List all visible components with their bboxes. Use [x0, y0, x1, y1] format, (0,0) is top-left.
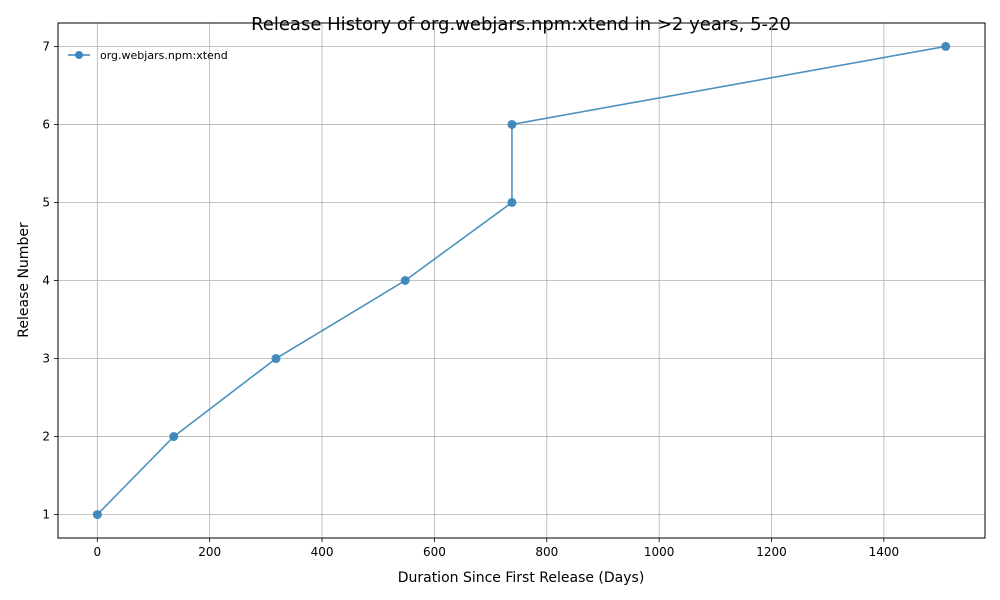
y-tick-label: 4	[42, 274, 50, 288]
y-tick-label: 6	[42, 117, 50, 131]
data-point	[941, 41, 951, 51]
y-tick-label: 2	[42, 430, 50, 444]
x-tick-label: 0	[94, 545, 102, 559]
data-point	[92, 510, 102, 520]
x-tick-label: 400	[311, 545, 334, 559]
chart-title: Release History of org.webjars.npm:xtend…	[251, 14, 791, 35]
y-tick-label: 1	[42, 508, 50, 522]
data-point	[507, 119, 517, 129]
data-point	[271, 354, 281, 364]
data-point	[169, 432, 179, 442]
ticks: 0 200 400 600 800 1000 1200 1400 1 2 3 4 5 6 7	[42, 39, 899, 559]
x-tick-label: 200	[198, 545, 221, 559]
legend-label: org.webjars.npm:xtend	[100, 49, 228, 62]
x-tick-label: 1400	[869, 545, 900, 559]
legend: org.webjars.npm:xtend	[68, 49, 228, 62]
data-point	[400, 276, 410, 285]
x-axis-label: Duration Since First Release (Days)	[398, 570, 645, 586]
y-tick-label: 7	[42, 39, 50, 53]
x-tick-label: 1200	[756, 545, 787, 559]
series-layer	[92, 41, 951, 520]
y-tick-label: 5	[42, 195, 50, 209]
y-tick-label: 3	[42, 352, 50, 366]
grid	[58, 23, 985, 538]
legend-marker	[75, 51, 83, 59]
data-point	[507, 197, 517, 207]
x-tick-label: 1000	[644, 545, 675, 559]
x-tick-label: 600	[423, 545, 446, 559]
y-axis-label: Release Number	[16, 222, 32, 338]
x-tick-label: 800	[535, 545, 558, 559]
